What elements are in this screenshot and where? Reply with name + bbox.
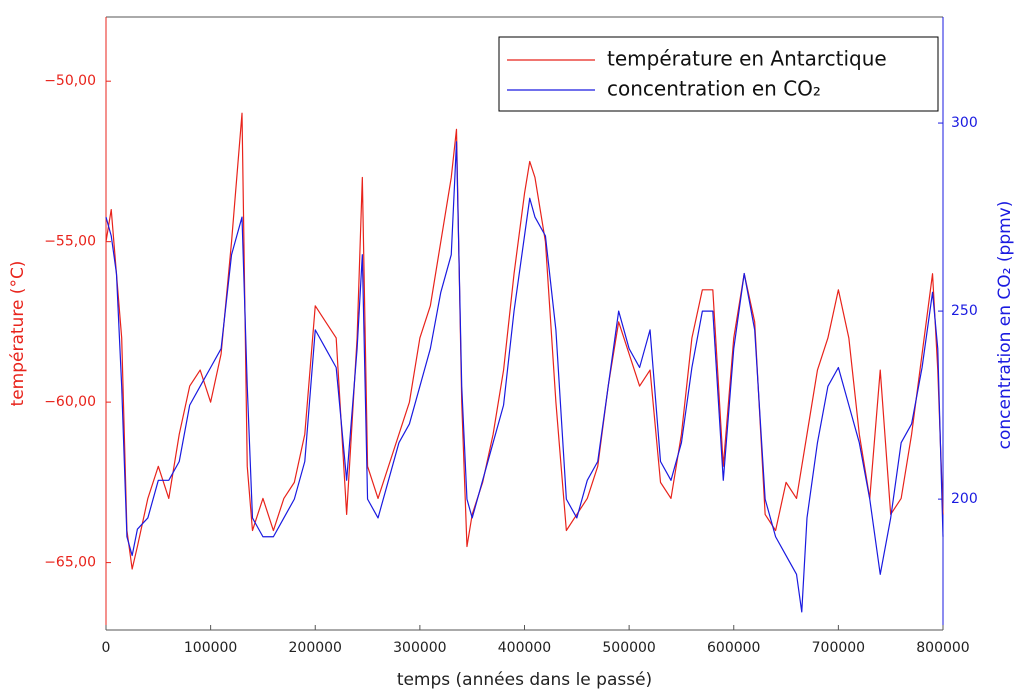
y2-tick-label: 300	[951, 115, 978, 131]
x-tick-label: 0	[102, 640, 111, 656]
x-tick-label: 300000	[393, 640, 446, 656]
x-tick-label: 700000	[812, 640, 865, 656]
series-line	[105, 141, 944, 613]
y2-tick-label: 250	[951, 303, 978, 319]
x-tick-label: 400000	[498, 640, 551, 656]
x-tick-label: 800000	[916, 640, 969, 656]
legend-label: température en Antarctique	[607, 47, 887, 71]
y-axis-label: température (°C)	[8, 261, 28, 407]
y2-tick-label: 200	[951, 491, 978, 507]
y-tick-label: −60,00	[44, 394, 96, 410]
y2-axis-label: concentration en CO₂ (ppmv)	[995, 201, 1015, 450]
y-tick-label: −65,00	[44, 555, 96, 571]
x-tick-label: 600000	[707, 640, 760, 656]
x-tick-label: 100000	[184, 640, 237, 656]
legend-box	[498, 36, 939, 112]
series-line	[105, 112, 944, 570]
x-axis-label: temps (années dans le passé)	[397, 670, 652, 690]
legend-label: concentration en CO₂	[607, 77, 821, 101]
x-tick-label: 200000	[289, 640, 342, 656]
x-tick-label: 500000	[602, 640, 655, 656]
y-tick-label: −50,00	[44, 73, 96, 89]
y-tick-label: −55,00	[44, 234, 96, 250]
